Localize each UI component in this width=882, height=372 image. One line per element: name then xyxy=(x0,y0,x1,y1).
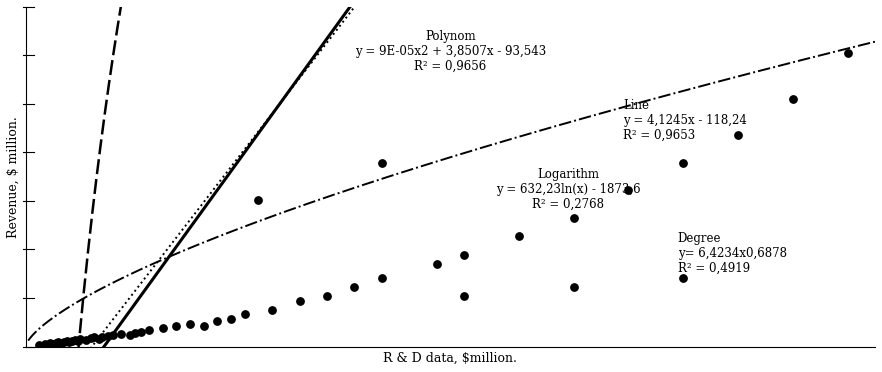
Point xyxy=(265,307,280,313)
Point xyxy=(169,323,183,329)
Point xyxy=(38,341,52,347)
Point xyxy=(293,298,307,304)
Point xyxy=(51,339,65,345)
Point xyxy=(106,333,120,339)
Text: Line
y = 4,1245x - 118,24
R² = 0,9653: Line y = 4,1245x - 118,24 R² = 0,9653 xyxy=(623,99,747,142)
Point xyxy=(71,338,85,344)
Text: Polynom
y = 9E-05x2 + 3,8507x - 93,543
R² = 0,9656: Polynom y = 9E-05x2 + 3,8507x - 93,543 R… xyxy=(355,30,546,73)
Point xyxy=(133,329,147,335)
Point xyxy=(512,233,526,239)
Point xyxy=(93,336,107,342)
Point xyxy=(60,338,74,344)
Point xyxy=(348,284,362,290)
Point xyxy=(183,321,197,327)
Point xyxy=(237,311,251,317)
Point xyxy=(676,275,691,280)
Point xyxy=(375,160,389,166)
Point xyxy=(84,335,98,341)
Point xyxy=(32,342,46,348)
Point xyxy=(251,197,265,203)
Point xyxy=(54,340,68,346)
Point xyxy=(566,215,580,221)
Point xyxy=(430,261,444,267)
Point xyxy=(375,275,389,280)
Point xyxy=(43,340,57,346)
Point xyxy=(197,323,211,329)
Point xyxy=(731,132,745,138)
Point xyxy=(676,160,691,166)
Point xyxy=(320,293,334,299)
Point xyxy=(65,338,79,344)
Point xyxy=(128,330,142,336)
Point xyxy=(73,336,87,342)
Point xyxy=(566,284,580,290)
Point xyxy=(87,334,101,340)
Point xyxy=(621,187,635,193)
Y-axis label: Revenue, $ million.: Revenue, $ million. xyxy=(7,116,20,238)
Point xyxy=(78,337,93,343)
Point xyxy=(63,339,77,345)
Point xyxy=(115,331,129,337)
Point xyxy=(457,293,471,299)
Point xyxy=(224,316,238,322)
Point xyxy=(95,334,109,340)
Point xyxy=(56,339,71,345)
Point xyxy=(41,342,55,348)
Point xyxy=(457,252,471,258)
Point xyxy=(142,327,156,333)
Text: Logarithm
y = 632,23ln(x) - 1873,6
R² = 0,2768: Logarithm y = 632,23ln(x) - 1873,6 R² = … xyxy=(496,167,640,211)
Text: Degree
y= 6,4234x0,6878
R² = 0,4919: Degree y= 6,4234x0,6878 R² = 0,4919 xyxy=(677,232,787,275)
Point xyxy=(786,96,800,102)
Point xyxy=(210,318,224,324)
Point xyxy=(49,340,63,346)
Point xyxy=(123,331,137,337)
Point xyxy=(46,341,60,347)
Point xyxy=(155,325,169,331)
Point xyxy=(841,50,855,56)
X-axis label: R & D data, $million.: R & D data, $million. xyxy=(384,352,517,365)
Point xyxy=(101,333,115,339)
Point xyxy=(68,337,82,343)
